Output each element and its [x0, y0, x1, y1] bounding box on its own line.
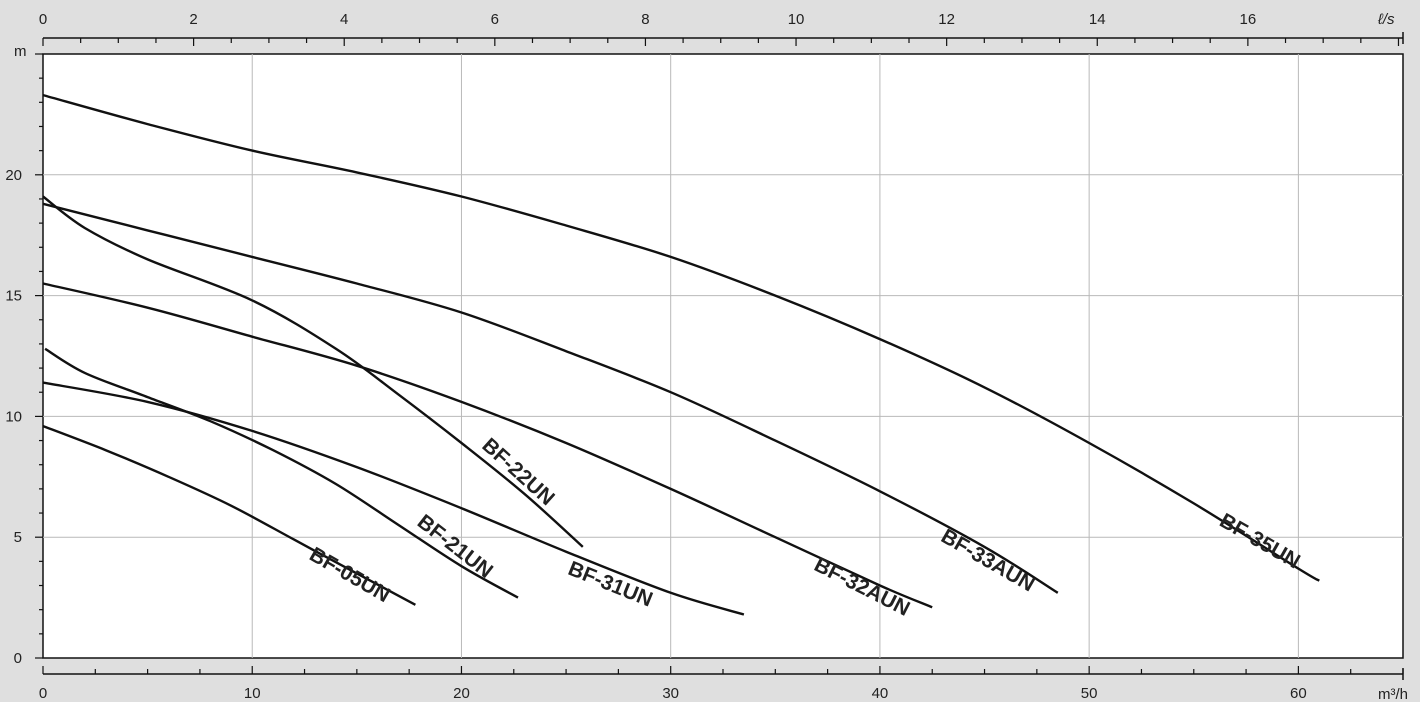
top-tick-label: 2	[189, 11, 197, 28]
y-tick-label: 10	[5, 408, 22, 425]
top-tick-label: 8	[641, 11, 649, 28]
curve-bf-32aun	[42, 282, 933, 609]
curve-bf-35un	[42, 93, 1320, 582]
curve-bf-22un	[42, 195, 584, 548]
x-tick-label: 60	[1290, 685, 1307, 702]
axis-titles: m m³/h ℓ/s	[14, 11, 1408, 702]
curve-bf-33aun	[42, 202, 1059, 594]
grid-lines	[43, 54, 1403, 658]
top-tick-label: 0	[39, 11, 47, 28]
curve-bf-21un	[44, 347, 519, 599]
top-tick-label: 10	[788, 11, 805, 28]
x-tick-label: 20	[453, 685, 470, 702]
x-tick-label: 40	[872, 685, 889, 702]
plot-area	[42, 53, 1404, 659]
top-axis-label: ℓ/s	[1377, 11, 1395, 28]
top-tick-label: 12	[938, 11, 955, 28]
y-tick-label: 15	[5, 288, 22, 305]
x-axis-label: m³/h	[1378, 686, 1408, 702]
curve-bf-31un	[42, 381, 745, 616]
pump-curves	[42, 93, 1320, 616]
top-tick-label: 14	[1089, 11, 1106, 28]
y-tick-label: 0	[14, 650, 22, 667]
top-tick-label: 4	[340, 11, 348, 28]
y-tick-label: 5	[14, 529, 22, 546]
y-tick-label: 20	[5, 167, 22, 184]
x-tick-label: 50	[1081, 685, 1098, 702]
top-tick-label: 16	[1240, 11, 1257, 28]
top-tick-label: 6	[491, 11, 499, 28]
x-tick-label: 10	[244, 685, 261, 702]
axes: 0 10 20 30 40 50 60 0 2 4 6 8 10 12 14 16 0 5 10 15 20	[5, 11, 1404, 702]
x-tick-label: 30	[662, 685, 679, 702]
y-axis-label: m	[14, 43, 27, 60]
x-tick-label: 0	[39, 685, 47, 702]
curve-bf-05un	[42, 424, 416, 606]
